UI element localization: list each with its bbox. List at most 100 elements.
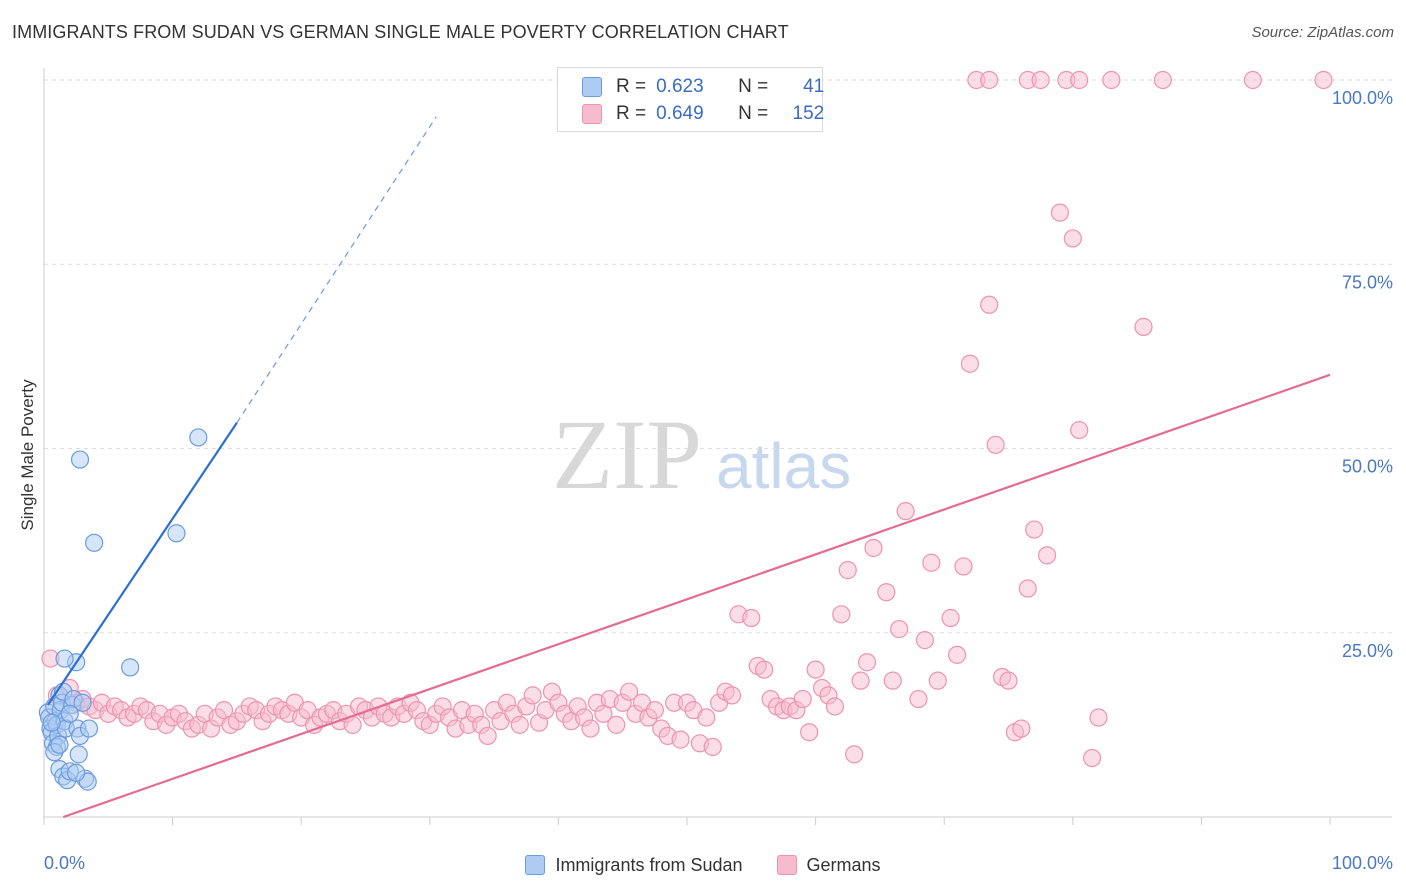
german-point xyxy=(960,354,980,373)
y-tick-label: 100.0% xyxy=(1332,88,1393,108)
german-point xyxy=(703,737,722,757)
german-point xyxy=(1031,70,1050,90)
sudan-point xyxy=(121,658,140,677)
legend-swatch-sudan xyxy=(525,855,546,875)
german-point xyxy=(896,502,915,521)
legend-n-label: N = xyxy=(738,76,769,97)
legend-n-value: 41 xyxy=(803,76,825,97)
legend-item-sudan: Immigrants from Sudan xyxy=(525,854,743,876)
german-point xyxy=(671,730,690,749)
sudan-point xyxy=(67,763,86,782)
german-point xyxy=(607,715,626,734)
sudan-point xyxy=(55,649,74,668)
german-point xyxy=(883,671,902,690)
legend-row-sudan: R = 0.623 N = 41 xyxy=(582,75,824,99)
sudan-point xyxy=(69,745,88,764)
german-point xyxy=(1012,719,1031,738)
german-point xyxy=(478,726,497,746)
german-point xyxy=(1070,70,1089,90)
german-point xyxy=(1037,546,1057,565)
legend-label-german: Germans xyxy=(806,854,881,875)
german-point xyxy=(832,605,851,624)
german-point xyxy=(1314,70,1333,90)
german-point xyxy=(845,745,864,764)
y-tick-label: 75.0% xyxy=(1342,272,1393,292)
german-trend-line xyxy=(62,373,1331,819)
german-point xyxy=(1102,70,1121,90)
german-point xyxy=(1018,579,1037,598)
grid-lines xyxy=(44,79,1392,634)
german-point xyxy=(645,701,664,720)
german-point xyxy=(986,435,1005,454)
sudan-point xyxy=(73,693,92,712)
legend-n-label: N = xyxy=(738,103,769,124)
german-point xyxy=(947,645,967,664)
german-point xyxy=(941,608,960,628)
y-tick-label: 25.0% xyxy=(1342,641,1393,661)
german-point xyxy=(877,583,896,602)
german-point xyxy=(742,608,761,628)
sudan-point xyxy=(189,428,208,447)
sudan-trend-line xyxy=(46,422,238,706)
x-tick-label: 0.0% xyxy=(44,853,85,873)
sudan-point xyxy=(60,704,79,723)
german-point xyxy=(755,660,774,679)
legend-swatch-german xyxy=(776,855,797,875)
german-point xyxy=(1050,203,1070,222)
legend-swatch-sudan xyxy=(582,77,602,97)
legend-n-value: 152 xyxy=(792,103,825,124)
german-point xyxy=(800,723,819,742)
x-tick-label: 100.0% xyxy=(1332,853,1393,873)
german-point xyxy=(1089,708,1108,727)
sudan-point xyxy=(70,450,90,469)
source-label: Source: ZipAtlas.com xyxy=(1251,24,1394,41)
german-point xyxy=(793,689,812,709)
german-point xyxy=(999,671,1018,690)
chart-title: IMMIGRANTS FROM SUDAN VS GERMAN SINGLE M… xyxy=(12,22,789,42)
watermark-zip: ZIP xyxy=(552,399,702,510)
sudan-points xyxy=(38,428,208,791)
german-point xyxy=(909,689,928,709)
german-point xyxy=(620,682,639,701)
trend-lines xyxy=(46,116,1331,819)
sudan-point xyxy=(167,524,186,543)
legend-r-value: 0.649 xyxy=(656,103,704,124)
german-points xyxy=(41,70,1333,768)
german-point xyxy=(1025,520,1044,539)
legend-swatch-german xyxy=(582,104,602,124)
legend-item-german: Germans xyxy=(776,854,881,876)
legend-r-value: 0.623 xyxy=(656,76,704,97)
tick-labels: 25.0% 50.0% 75.0% 100.0% 0.0% 100.0% xyxy=(44,88,1393,873)
german-point xyxy=(928,671,947,690)
german-point xyxy=(954,557,973,576)
sudan-point xyxy=(79,719,99,738)
german-point xyxy=(1134,317,1153,336)
german-point xyxy=(864,538,883,558)
legend-r-label: R = xyxy=(616,103,647,124)
german-point xyxy=(722,686,742,705)
german-point xyxy=(581,719,600,738)
german-point xyxy=(1082,748,1102,768)
german-point xyxy=(825,697,844,716)
sudan-point xyxy=(50,735,69,754)
german-point xyxy=(980,70,999,90)
german-point xyxy=(1063,229,1082,248)
y-tick-label: 50.0% xyxy=(1342,457,1393,477)
german-point xyxy=(838,561,857,580)
german-point xyxy=(806,660,825,679)
german-point xyxy=(915,631,935,650)
sudan-point xyxy=(85,533,104,552)
german-point xyxy=(1243,70,1262,90)
german-point xyxy=(922,553,941,572)
legend-label-sudan: Immigrants from Sudan xyxy=(555,854,743,875)
german-point xyxy=(697,708,716,727)
correlation-legend: R = 0.623 N = 41 R = 0.649 N = 152 xyxy=(557,67,824,132)
german-point xyxy=(851,671,870,690)
series-legend: Immigrants from Sudan Germans xyxy=(0,852,1406,878)
german-point xyxy=(857,653,877,672)
legend-row-german: R = 0.649 N = 152 xyxy=(582,102,824,126)
german-point xyxy=(980,295,999,314)
german-point xyxy=(523,686,542,705)
german-point xyxy=(890,619,909,639)
